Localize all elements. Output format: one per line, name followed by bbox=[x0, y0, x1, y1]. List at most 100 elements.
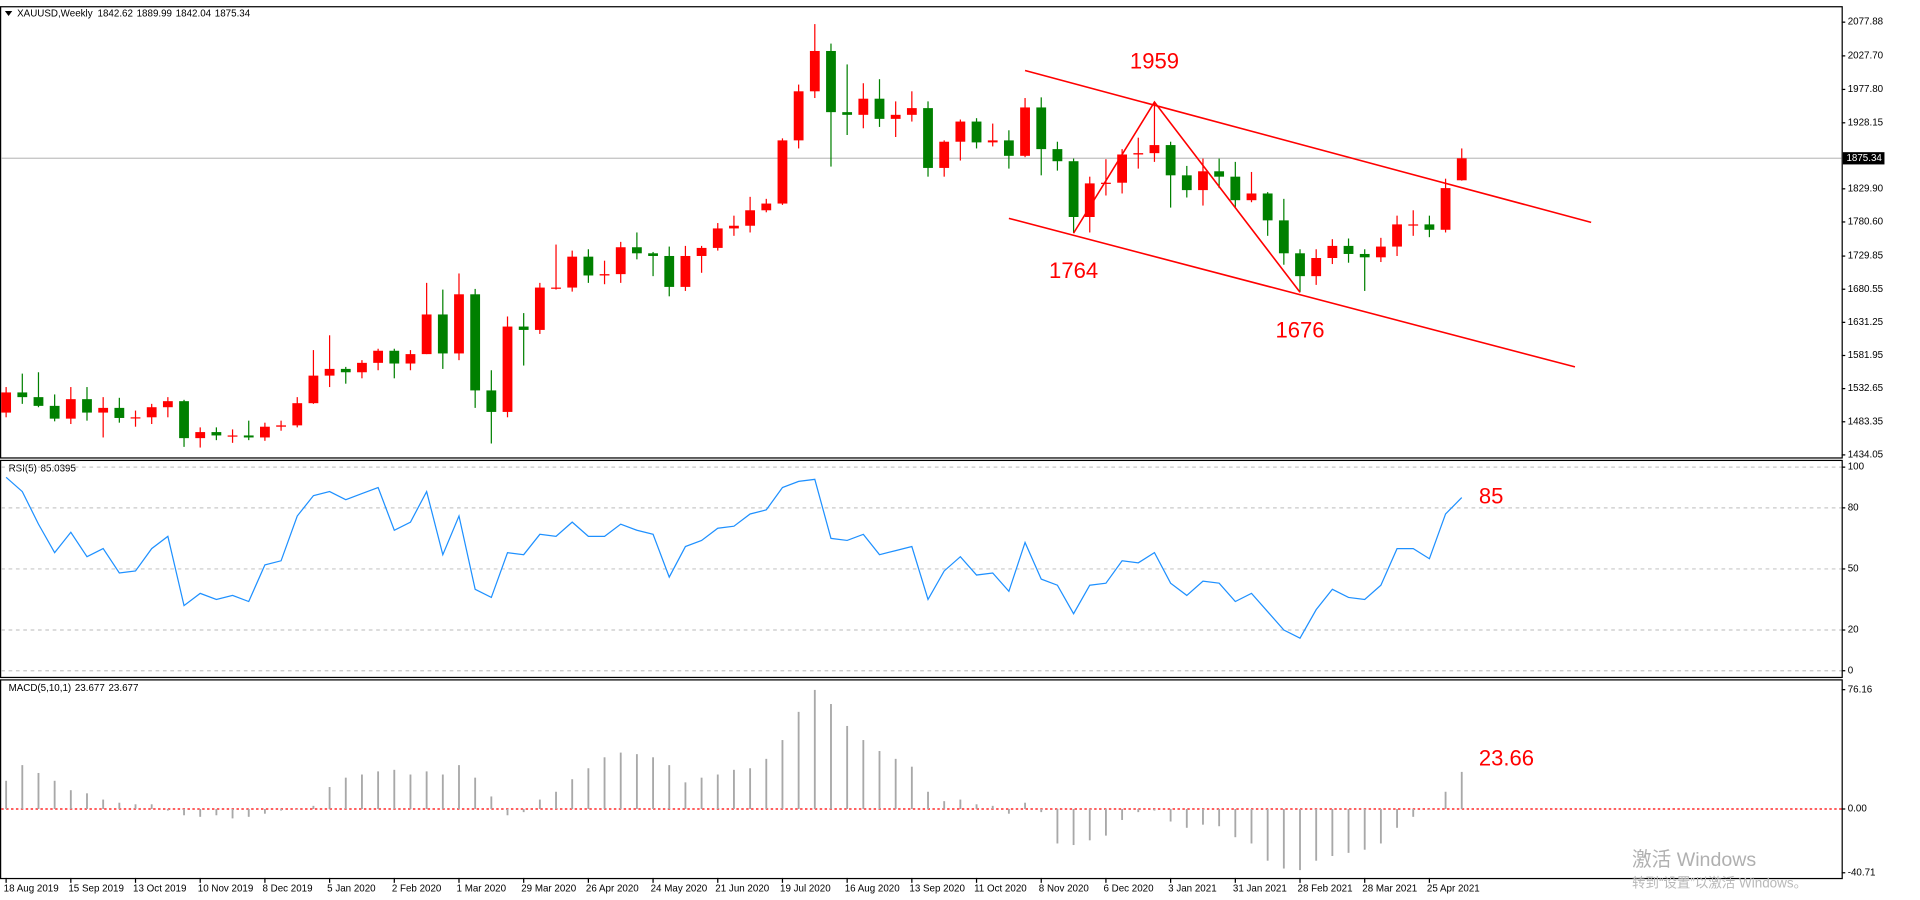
macd-bar bbox=[1412, 808, 1415, 817]
macd-bar bbox=[134, 804, 137, 809]
x-tick-label: 31 Jan 2021 bbox=[1233, 884, 1287, 895]
macd-bar bbox=[231, 808, 234, 819]
candle-body bbox=[1084, 183, 1095, 217]
candle-body bbox=[1359, 253, 1370, 258]
macd-bar bbox=[830, 704, 832, 809]
macd-bar bbox=[344, 777, 347, 809]
x-tick-label: 19 Jul 2020 bbox=[780, 884, 831, 895]
x-tick-label: 11 Oct 2020 bbox=[974, 884, 1027, 895]
macd-bar bbox=[1460, 771, 1463, 809]
candle-body bbox=[648, 253, 658, 256]
x-tick-label: 5 Jan 2020 bbox=[327, 884, 376, 895]
candle-body bbox=[858, 98, 869, 115]
macd-bar bbox=[1363, 808, 1366, 850]
macd-bar bbox=[458, 765, 460, 809]
candle-body bbox=[890, 114, 901, 119]
candle-body bbox=[745, 210, 756, 226]
macd-value: 23.677 bbox=[75, 682, 105, 693]
y-tick-label: 50 bbox=[1848, 564, 1859, 575]
x-tick-label: 8 Dec 2019 bbox=[262, 884, 312, 895]
candle-body bbox=[1068, 161, 1079, 217]
candle-body bbox=[1311, 257, 1322, 277]
macd-bar bbox=[862, 740, 865, 809]
y-tick-label: -40.71 bbox=[1848, 867, 1876, 878]
candle-body bbox=[243, 435, 254, 438]
candle-body bbox=[906, 108, 917, 115]
macd-bar bbox=[733, 769, 735, 809]
candle-body bbox=[842, 112, 853, 115]
x-tick-label: 16 Aug 2020 bbox=[845, 884, 901, 895]
macd-bar bbox=[183, 808, 185, 816]
macd-bar bbox=[1379, 808, 1382, 844]
macd-bar bbox=[684, 782, 687, 809]
candle-body bbox=[340, 368, 351, 373]
macd-bar bbox=[1331, 808, 1334, 856]
macd-bar bbox=[393, 769, 396, 809]
x-tick-label: 21 Jun 2020 bbox=[715, 884, 769, 895]
x-tick-label: 25 Apr 2021 bbox=[1427, 884, 1480, 895]
candle-body bbox=[1, 392, 12, 413]
candle-body bbox=[211, 432, 222, 436]
y-tick-label: 1581.95 bbox=[1848, 350, 1884, 361]
candle-body bbox=[534, 287, 545, 330]
macd-bar bbox=[312, 805, 315, 809]
channel-line bbox=[1024, 69, 1592, 224]
macd-bar bbox=[619, 752, 622, 809]
macd-bar bbox=[1315, 808, 1318, 861]
macd-bar bbox=[1072, 808, 1075, 846]
macd-bar bbox=[296, 808, 299, 810]
y-tick-label: 1928.15 bbox=[1848, 117, 1884, 128]
symbol: XAUUSD,Weekly bbox=[17, 8, 93, 19]
macd-bar bbox=[700, 777, 703, 809]
candle-body bbox=[146, 407, 157, 418]
candle-body bbox=[357, 362, 367, 373]
macd-bar bbox=[716, 774, 719, 809]
candle-body bbox=[65, 399, 76, 419]
y-tick-label: 0 bbox=[1848, 665, 1854, 676]
candle-body bbox=[486, 390, 497, 412]
macd-bar bbox=[1088, 808, 1091, 841]
macd-bar bbox=[571, 779, 574, 809]
candle-body bbox=[939, 141, 950, 168]
candle-body bbox=[518, 326, 529, 330]
macd-bar bbox=[1396, 808, 1398, 828]
candle-body bbox=[987, 140, 998, 143]
macd-bar bbox=[959, 799, 962, 809]
x-tick-label: 18 Aug 2019 bbox=[4, 884, 59, 895]
macd-bar bbox=[1234, 808, 1237, 838]
macd-bar bbox=[1299, 808, 1301, 871]
x-tick-label: 3 Jan 2021 bbox=[1168, 884, 1216, 895]
y-tick-label: 1434.05 bbox=[1848, 449, 1884, 460]
macd-bar bbox=[1040, 808, 1043, 813]
candle-body bbox=[1424, 224, 1435, 230]
macd-bar bbox=[781, 740, 784, 809]
macd-bar bbox=[1266, 808, 1269, 861]
candle-body bbox=[1101, 182, 1111, 184]
y-tick-label: 2077.88 bbox=[1848, 17, 1884, 28]
y-tick-label: 1829.90 bbox=[1848, 183, 1884, 194]
zigzag bbox=[1072, 100, 1301, 293]
candle-body bbox=[1230, 176, 1241, 201]
x-tick-label: 15 Sep 2019 bbox=[68, 884, 124, 895]
macd-bar bbox=[813, 689, 816, 809]
candle-body bbox=[470, 294, 481, 391]
candle-body bbox=[1278, 220, 1289, 254]
y-tick-label: 1680.55 bbox=[1848, 284, 1884, 295]
macd-bar bbox=[1444, 791, 1447, 809]
candle-body bbox=[1003, 140, 1014, 156]
open-value: 1842.62 bbox=[98, 8, 133, 19]
y-tick-label: 1780.60 bbox=[1848, 217, 1884, 228]
menu-triangle[interactable] bbox=[4, 11, 13, 16]
macd-bar bbox=[1024, 802, 1026, 809]
candle-body bbox=[793, 91, 804, 141]
candle-body bbox=[664, 255, 675, 287]
low-value: 1842.04 bbox=[176, 8, 212, 19]
macd-bar bbox=[263, 808, 266, 814]
candle-body bbox=[308, 375, 319, 404]
candle-body bbox=[1133, 153, 1144, 155]
macd-bar bbox=[102, 799, 105, 809]
rsi-line bbox=[5, 476, 1463, 639]
macd-bar bbox=[1007, 808, 1010, 814]
macd-bar bbox=[1347, 808, 1350, 853]
